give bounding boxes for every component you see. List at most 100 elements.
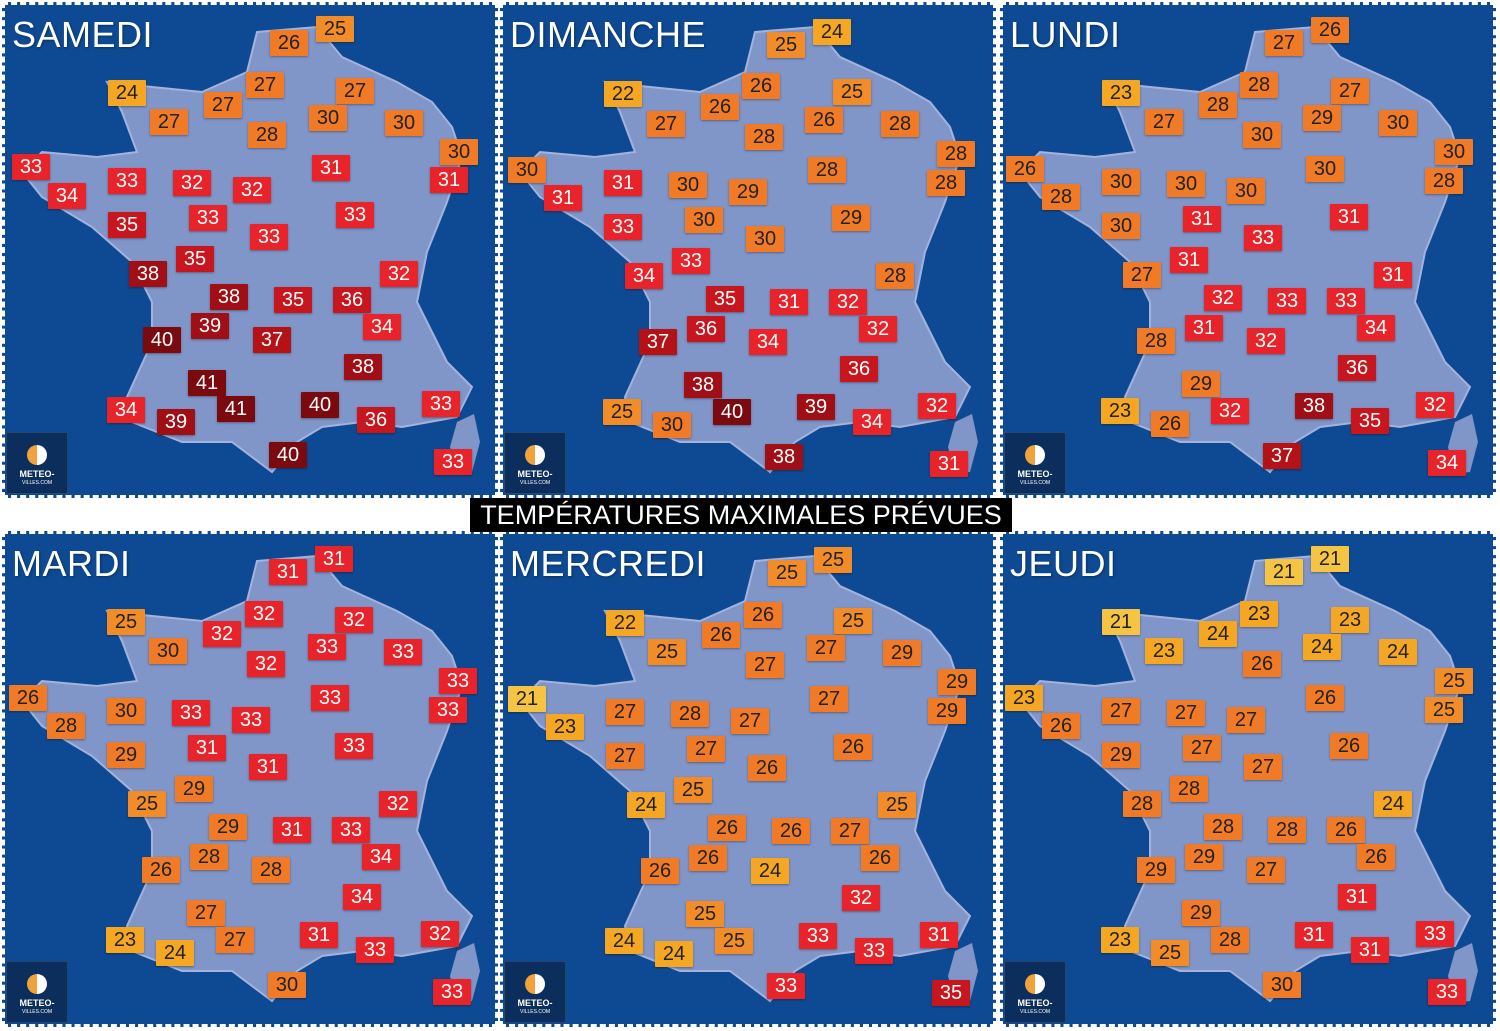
temperature-badge: 30 <box>669 172 707 198</box>
temperature-badge: 24 <box>1374 791 1412 817</box>
temperature-badge: 28 <box>876 263 914 289</box>
temperature-badge: 23 <box>1101 398 1139 424</box>
temperature-badge: 21 <box>1102 609 1140 635</box>
temperature-badge: 32 <box>380 261 418 287</box>
temperature-badge: 26 <box>701 94 739 120</box>
temperature-badge: 31 <box>920 922 958 948</box>
temperature-badge: 30 <box>268 972 306 998</box>
day-panel-mardi: MARDI 31 31 25 32 32 32 30 33 33 32 33 26 33 33 28 30 33 3… <box>2 531 498 1027</box>
temperature-badge: 29 <box>1102 742 1140 768</box>
temperature-badge: 23 <box>546 714 584 740</box>
temperature-badge: 28 <box>248 122 286 148</box>
logo-line2: VILLES.COM <box>1019 480 1050 486</box>
temperature-badge: 33 <box>855 938 893 964</box>
temperature-badge: 23 <box>1331 607 1369 633</box>
temperature-badge: 23 <box>1240 601 1278 627</box>
temperature-badge: 27 <box>336 78 374 104</box>
temperature-badge: 26 <box>1357 844 1395 870</box>
sun-moon-icon <box>27 445 47 465</box>
map-title-banner: TEMPÉRATURES MAXIMALES PRÉVUES <box>470 498 1012 532</box>
temperature-badge: 27 <box>687 736 725 762</box>
temperature-badge: 38 <box>210 284 248 310</box>
temperature-badge: 29 <box>1303 105 1341 131</box>
temperature-badge: 33 <box>422 391 460 417</box>
temperature-badge: 26 <box>1042 713 1080 739</box>
temperature-badge: 38 <box>1295 393 1333 419</box>
temperature-badge: 28 <box>1268 817 1306 843</box>
temperature-badge: 27 <box>1145 109 1183 135</box>
temperature-badge: 31 <box>315 546 353 572</box>
temperature-badge: 30 <box>1435 139 1473 165</box>
temperature-badge: 34 <box>362 844 400 870</box>
temperature-badge: 33 <box>108 168 146 194</box>
temperature-badge: 31 <box>273 817 311 843</box>
day-label: DIMANCHE <box>510 14 707 55</box>
temperature-badge: 26 <box>1243 651 1281 677</box>
temperature-badge: 33 <box>799 923 837 949</box>
meteo-villes-logo: METEO- VILLES.COM <box>1004 432 1066 494</box>
temperature-badge: 31 <box>1185 315 1223 341</box>
temperature-badge: 31 <box>430 167 468 193</box>
temperature-badge: 33 <box>311 685 349 711</box>
temperature-badge: 32 <box>379 791 417 817</box>
temperature-badge: 27 <box>1247 857 1285 883</box>
temperature-badge: 30 <box>1243 122 1281 148</box>
day-panel-samedi: SAMEDI 25 26 24 27 27 27 27 30 30 28 30 33 31 31 34 33 32… <box>2 2 498 498</box>
temperature-badge: 29 <box>175 776 213 802</box>
temperature-badge: 28 <box>1211 927 1249 953</box>
temperature-badge: 26 <box>270 30 308 56</box>
temperature-badge: 29 <box>938 669 976 695</box>
temperature-badge: 34 <box>107 397 145 423</box>
temperature-badge: 25 <box>1435 668 1473 694</box>
temperature-badge: 31 <box>930 451 968 477</box>
temperature-badge: 30 <box>440 139 478 165</box>
temperature-badge: 24 <box>156 940 194 966</box>
temperature-badge: 27 <box>807 635 845 661</box>
temperature-badge: 32 <box>918 393 956 419</box>
day-label: JEUDI <box>1010 543 1117 584</box>
temperature-badge: 39 <box>797 394 835 420</box>
day-label: MERCREDI <box>510 543 707 584</box>
temperature-badge: 30 <box>1102 213 1140 239</box>
temperature-badge: 34 <box>1357 315 1395 341</box>
temperature-badge: 27 <box>606 743 644 769</box>
sun-moon-icon <box>1025 445 1045 465</box>
temperature-badge: 29 <box>928 698 966 724</box>
sun-moon-icon <box>1025 974 1045 994</box>
logo-line1: METEO- <box>1017 469 1053 479</box>
temperature-badge: 27 <box>746 652 784 678</box>
meteo-villes-logo: METEO- VILLES.COM <box>6 432 68 494</box>
sun-moon-icon <box>27 974 47 994</box>
temperature-badge: 38 <box>765 444 803 470</box>
sun-moon-icon <box>525 974 545 994</box>
temperature-badge: 33 <box>1428 979 1466 1005</box>
temperature-badge: 25 <box>686 901 724 927</box>
meteo-villes-logo: METEO- VILLES.COM <box>504 961 566 1023</box>
temperature-badge: 28 <box>1123 791 1161 817</box>
temperature-badge: 31 <box>1183 206 1221 232</box>
temperature-badge: 30 <box>1379 110 1417 136</box>
temperature-badge: 33 <box>439 668 477 694</box>
temperature-badge: 34 <box>363 314 401 340</box>
temperature-badge: 40 <box>713 399 751 425</box>
temperature-badge: 31 <box>770 289 808 315</box>
temperature-badge: 33 <box>1327 288 1365 314</box>
temperature-badge: 25 <box>603 399 641 425</box>
temperature-badge: 27 <box>831 818 869 844</box>
temperature-badge: 33 <box>434 449 472 475</box>
temperature-badge: 32 <box>1247 328 1285 354</box>
temperature-badge: 28 <box>1199 92 1237 118</box>
temperature-badge: 30 <box>685 207 723 233</box>
temperature-badge: 29 <box>1137 857 1175 883</box>
temperature-badge: 34 <box>48 183 86 209</box>
temperature-badge: 34 <box>1428 450 1466 476</box>
temperature-badge: 25 <box>833 79 871 105</box>
temperature-badge: 21 <box>508 686 546 712</box>
temperature-badge: 25 <box>1151 940 1189 966</box>
temperature-badge: 24 <box>655 941 693 967</box>
temperature-badge: 36 <box>687 316 725 342</box>
temperature-badge: 24 <box>1379 639 1417 665</box>
temperature-badge: 31 <box>269 559 307 585</box>
temperature-badge: 36 <box>1338 355 1376 381</box>
temperature-badge: 34 <box>625 263 663 289</box>
